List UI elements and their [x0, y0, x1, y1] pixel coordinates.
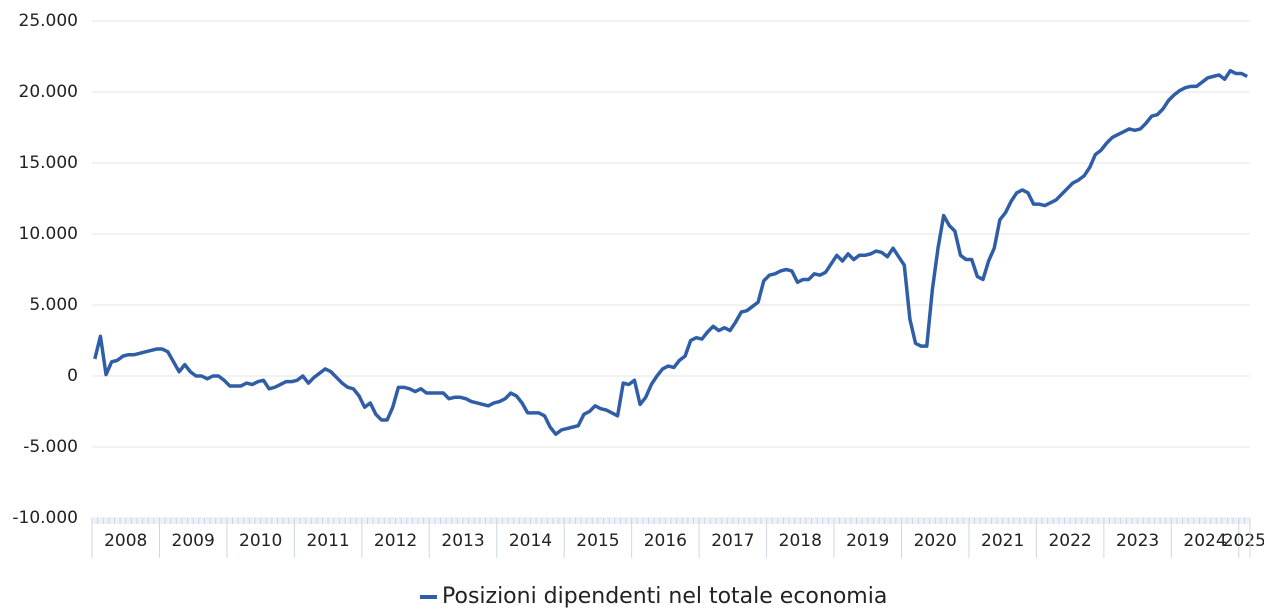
x-tick-label: 2020 [914, 531, 957, 551]
y-tick-label: -10.000 [12, 508, 78, 528]
data-line [93, 68, 1248, 436]
x-tick-label: 2013 [441, 531, 484, 551]
x-tick-label: 2012 [374, 531, 417, 551]
y-tick-label: 0 [67, 366, 78, 386]
y-tick-label: -5.000 [23, 437, 78, 457]
legend-label: Posizioni dipendenti nel totale economia [442, 584, 887, 609]
x-tick-label: 2015 [576, 531, 619, 551]
y-tick-label: 20.000 [19, 82, 78, 102]
y-tick-label: 10.000 [19, 224, 78, 244]
x-tick-label: 2009 [172, 531, 215, 551]
x-tick-label: 2025 [1223, 531, 1264, 551]
x-tick-label: 2019 [846, 531, 889, 551]
y-tick-label: 25.000 [19, 11, 78, 31]
x-tick-label: 2008 [104, 531, 147, 551]
x-tick-label: 2011 [306, 531, 349, 551]
x-tick-label: 2021 [981, 531, 1024, 551]
x-tick-label: 2016 [644, 531, 687, 551]
x-tick-label: 2014 [509, 531, 552, 551]
y-tick-label: 5.000 [29, 295, 78, 315]
x-tick-label: 2018 [779, 531, 822, 551]
y-tick-label: 15.000 [19, 153, 78, 173]
x-tick-label: 2010 [239, 531, 282, 551]
x-tick-label: 2017 [711, 531, 754, 551]
x-tick-label: 2022 [1048, 531, 1091, 551]
x-tick-label: 2024 [1183, 531, 1226, 551]
x-tick-label: 2023 [1116, 531, 1159, 551]
